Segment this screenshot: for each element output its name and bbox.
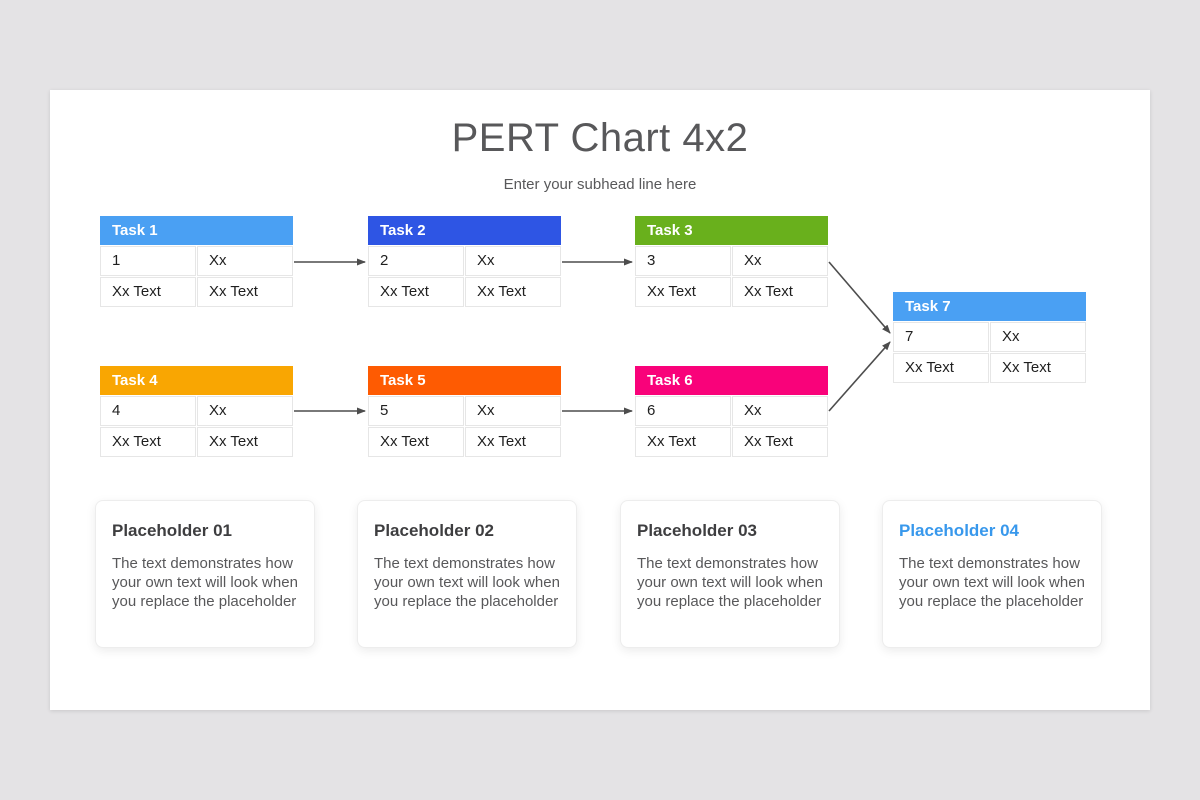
placeholder-body: The text demonstrates how your own text … (112, 555, 298, 610)
task-cell-text: Xx Text (635, 277, 731, 307)
task-cell-number: 4 (100, 396, 196, 426)
task-table: 4 Xx Xx Text Xx Text (100, 396, 293, 457)
page-subtitle: Enter your subhead line here (503, 176, 697, 193)
task-cell-number: 7 (893, 322, 989, 352)
placeholder-body: The text demonstrates how your own text … (899, 555, 1085, 610)
task-cell-value: Xx (197, 246, 293, 276)
task-cell-text: Xx Text (465, 427, 561, 457)
task-cell-value: Xx (732, 246, 828, 276)
placeholder-card-2: Placeholder 02 The text demonstrates how… (357, 500, 577, 648)
task-table: 2 Xx Xx Text Xx Text (368, 246, 561, 307)
task-table: 7 Xx Xx Text Xx Text (893, 322, 1086, 383)
task-header: Task 2 (368, 216, 561, 245)
task-table: 1 Xx Xx Text Xx Text (100, 246, 293, 307)
task-cell-number: 5 (368, 396, 464, 426)
task-cell-text: Xx Text (893, 353, 989, 383)
task-header: Task 3 (635, 216, 828, 245)
slide-canvas: PERT Chart 4x2 Enter your subhead line h… (50, 90, 1150, 710)
task-cell-value: Xx (465, 396, 561, 426)
task-cell-text: Xx Text (990, 353, 1086, 383)
arrow-task3-task7 (828, 261, 891, 334)
task-cell-text: Xx Text (732, 277, 828, 307)
task-cell-text: Xx Text (368, 427, 464, 457)
task-header: Task 4 (100, 366, 293, 395)
task-cell-text: Xx Text (732, 427, 828, 457)
placeholder-title: Placeholder 01 (112, 521, 233, 540)
placeholder-title: Placeholder 04 (899, 521, 1020, 540)
task-cell-number: 1 (100, 246, 196, 276)
task-cell-text: Xx Text (635, 427, 731, 457)
task-node-2: Task 2 2 Xx Xx Text Xx Text (368, 216, 561, 307)
task-cell-value: Xx (197, 396, 293, 426)
task-node-5: Task 5 5 Xx Xx Text Xx Text (368, 366, 561, 457)
task-header: Task 7 (893, 292, 1086, 321)
task-cell-number: 3 (635, 246, 731, 276)
task-node-1: Task 1 1 Xx Xx Text Xx Text (100, 216, 293, 307)
page-title: PERT Chart 4x2 (451, 116, 749, 160)
placeholder-card-3: Placeholder 03 The text demonstrates how… (620, 500, 840, 648)
placeholder-card-4: Placeholder 04 The text demonstrates how… (882, 500, 1102, 648)
task-cell-text: Xx Text (197, 277, 293, 307)
placeholder-title: Placeholder 02 (374, 521, 495, 540)
placeholder-body: The text demonstrates how your own text … (374, 555, 560, 610)
task-cell-number: 6 (635, 396, 731, 426)
task-header: Task 5 (368, 366, 561, 395)
task-cell-text: Xx Text (100, 427, 196, 457)
task-cell-text: Xx Text (368, 277, 464, 307)
task-header: Task 1 (100, 216, 293, 245)
task-cell-value: Xx (732, 396, 828, 426)
task-cell-text: Xx Text (465, 277, 561, 307)
task-table: 5 Xx Xx Text Xx Text (368, 396, 561, 457)
placeholder-card-1: Placeholder 01 The text demonstrates how… (95, 500, 315, 648)
placeholder-title: Placeholder 03 (637, 521, 758, 540)
task-node-4: Task 4 4 Xx Xx Text Xx Text (100, 366, 293, 457)
task-cell-text: Xx Text (100, 277, 196, 307)
task-table: 6 Xx Xx Text Xx Text (635, 396, 828, 457)
arrow-task6-task7 (828, 341, 891, 412)
placeholder-body: The text demonstrates how your own text … (637, 555, 823, 610)
task-node-6: Task 6 6 Xx Xx Text Xx Text (635, 366, 828, 457)
task-node-7: Task 7 7 Xx Xx Text Xx Text (893, 292, 1086, 383)
task-node-3: Task 3 3 Xx Xx Text Xx Text (635, 216, 828, 307)
task-cell-value: Xx (465, 246, 561, 276)
task-cell-number: 2 (368, 246, 464, 276)
task-header: Task 6 (635, 366, 828, 395)
task-cell-value: Xx (990, 322, 1086, 352)
task-cell-text: Xx Text (197, 427, 293, 457)
task-table: 3 Xx Xx Text Xx Text (635, 246, 828, 307)
